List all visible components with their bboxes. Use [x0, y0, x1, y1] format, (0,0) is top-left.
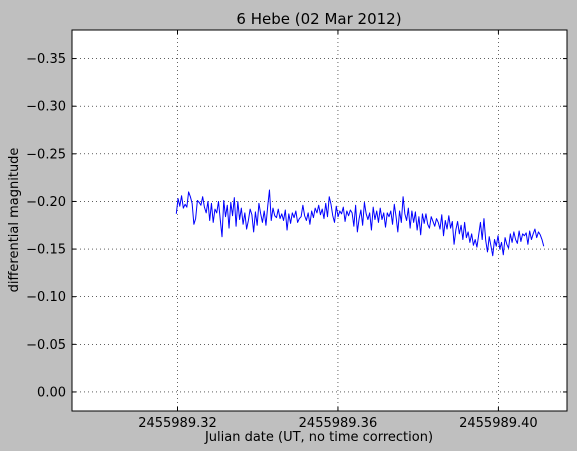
x-tick-label: 2455989.40	[459, 416, 538, 431]
chart-title: 6 Hebe (02 Mar 2012)	[236, 10, 401, 28]
y-tick-label: 0.00	[37, 385, 66, 400]
y-tick-label: −0.35	[26, 52, 66, 67]
x-tick-label: 2455989.36	[299, 416, 378, 431]
y-tick-label: −0.20	[26, 195, 66, 210]
x-axis-label: Julian date (UT, no time correction)	[204, 430, 433, 445]
y-axis-label: differential magnitude	[7, 148, 22, 293]
y-tick-label: −0.30	[26, 100, 66, 115]
plot-frame	[71, 29, 568, 412]
x-tick-labels: 2455989.32 2455989.36 2455989.40	[138, 416, 537, 431]
x-tick-label: 2455989.32	[138, 416, 217, 431]
y-tick-label: −0.25	[26, 147, 66, 162]
y-tick-labels: −0.35 −0.30 −0.25 −0.20 −0.15 −0.10 −0.05 0.00	[26, 52, 66, 400]
y-tick-label: −0.05	[26, 338, 66, 353]
series-line	[175, 189, 545, 257]
y-tick-label: −0.15	[26, 243, 66, 258]
axis-ticks	[72, 30, 567, 411]
y-tick-label: −0.10	[26, 290, 66, 305]
gridlines	[72, 30, 567, 411]
plot-area	[72, 30, 567, 411]
